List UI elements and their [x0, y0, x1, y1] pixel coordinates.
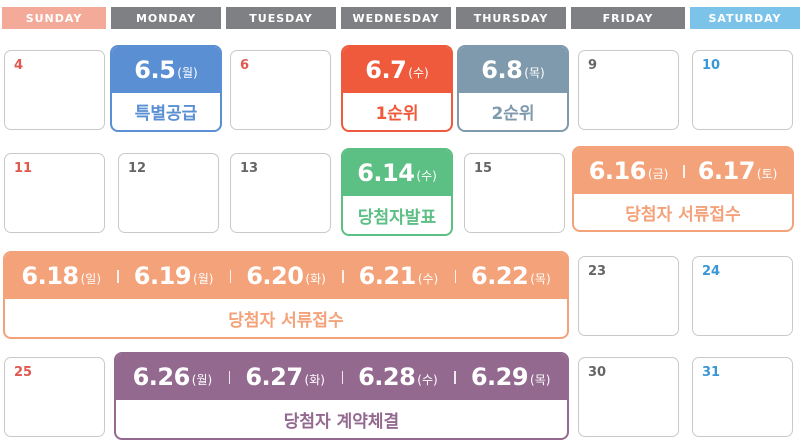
day-cell-9[interactable]: 9	[578, 50, 679, 130]
date-text: 6.27	[245, 363, 303, 391]
day-cell-13[interactable]: 13	[230, 153, 331, 233]
event-document-submission-2[interactable]: 6.18 (일) 6.19 (월) 6.20 (화) 6.21 (수) 6.22 (목) …	[3, 251, 569, 339]
day-number: 25	[14, 365, 33, 380]
date-text: 6.29	[470, 363, 529, 391]
date-text: 6.17	[697, 157, 756, 185]
day-number: 30	[588, 365, 607, 380]
event-date: 6.20 (화)	[229, 253, 342, 299]
weekday-text: (수)	[408, 66, 429, 80]
event-date: 6.26 (월)	[116, 354, 229, 400]
weekday-text: (수)	[417, 373, 438, 387]
event-date: 6.17 (토)	[683, 148, 792, 194]
weekday-text: (목)	[530, 272, 551, 286]
event-date: 6.5 (월)	[112, 47, 220, 93]
weekday-text: (일)	[80, 272, 102, 286]
event-date: 6.29 (목)	[454, 354, 567, 400]
event-contract-signing[interactable]: 6.26 (월) 6.27 (화) 6.28 (수) 6.29 (목) 당첨자 계약체결	[114, 352, 569, 440]
weekday-text: (목)	[530, 373, 551, 387]
header-wednesday: WEDNESDAY	[341, 7, 451, 29]
date-text: 6.20	[246, 262, 304, 290]
date-text: 6.19	[133, 262, 192, 290]
event-date: 6.18 (일)	[5, 253, 117, 299]
event-label: 당첨자 서류접수	[228, 310, 344, 331]
date-text: 6.5	[134, 56, 176, 84]
date-text: 6.28	[358, 363, 416, 391]
date-text: 6.16	[588, 157, 647, 185]
day-number: 6	[240, 58, 250, 73]
date-text: 6.8	[481, 56, 523, 84]
event-date-bar: 6.26 (월) 6.27 (화) 6.28 (수) 6.29 (목)	[116, 354, 567, 400]
event-date: 6.28 (수)	[341, 354, 455, 400]
event-date-bar: 6.8 (목)	[459, 47, 567, 93]
event-date: 6.16 (금)	[574, 148, 683, 194]
event-date-bar: 6.7 (수)	[343, 47, 451, 93]
header-thursday: THURSDAY	[456, 7, 566, 29]
day-cell-4[interactable]: 4	[4, 50, 105, 130]
event-winner-announcement[interactable]: 6.14 (수) 당첨자발표	[341, 148, 453, 236]
weekday-text: (월)	[191, 373, 213, 387]
event-label: 특별공급	[134, 104, 198, 124]
day-number: 12	[128, 161, 147, 176]
event-date: 6.19 (월)	[117, 253, 229, 299]
event-date-bar: 6.16 (금) 6.17 (토)	[574, 148, 792, 194]
date-text: 6.7	[365, 56, 407, 84]
event-label: 1순위	[375, 104, 419, 124]
event-second-priority[interactable]: 6.8 (목) 2순위	[457, 45, 569, 132]
header-sunday: SUNDAY	[2, 7, 106, 29]
event-date: 6.21 (수)	[342, 253, 454, 299]
event-date: 6.27 (화)	[228, 354, 342, 400]
event-label: 당첨자 서류접수	[625, 204, 741, 225]
date-text: 6.21	[358, 262, 417, 290]
event-document-submission-1[interactable]: 6.16 (금) 6.17 (토) 당첨자 서류접수	[572, 146, 794, 232]
event-date: 6.8 (목)	[459, 47, 567, 93]
day-number: 10	[702, 58, 721, 73]
day-cell-30[interactable]: 30	[578, 357, 679, 437]
day-cell-31[interactable]: 31	[692, 357, 793, 437]
day-number: 31	[702, 365, 721, 380]
header-friday: FRIDAY	[571, 7, 685, 29]
date-text: 6.26	[132, 363, 191, 391]
day-cell-23[interactable]: 23	[578, 256, 679, 336]
weekday-text: (화)	[305, 272, 326, 286]
header-tuesday: TUESDAY	[226, 7, 336, 29]
event-date: 6.7 (수)	[343, 47, 451, 93]
event-special-supply[interactable]: 6.5 (월) 특별공급	[110, 45, 222, 132]
day-number: 13	[240, 161, 259, 176]
event-date-bar: 6.5 (월)	[112, 47, 220, 93]
day-number: 15	[474, 161, 493, 176]
day-cell-11[interactable]: 11	[4, 153, 105, 233]
day-number: 11	[14, 161, 33, 176]
day-cell-6[interactable]: 6	[230, 50, 331, 130]
weekday-text: (금)	[647, 167, 669, 181]
event-label: 당첨자발표	[357, 207, 437, 228]
header-monday: MONDAY	[111, 7, 221, 29]
date-text: 6.14	[357, 159, 415, 187]
weekday-text: (월)	[177, 66, 198, 80]
event-label: 당첨자 계약체결	[283, 411, 400, 432]
day-number: 9	[588, 58, 598, 73]
weekday-text: (월)	[193, 272, 214, 286]
header-saturday: SATURDAY	[690, 7, 800, 29]
weekday-text: (수)	[416, 169, 437, 183]
weekday-text: (목)	[524, 66, 545, 80]
event-date: 6.14 (수)	[343, 150, 451, 196]
day-cell-12[interactable]: 12	[118, 153, 219, 233]
day-cell-25[interactable]: 25	[4, 357, 105, 437]
date-text: 6.18	[21, 262, 79, 290]
event-date: 6.22 (목)	[454, 253, 567, 299]
weekday-text: (화)	[304, 373, 325, 387]
day-cell-10[interactable]: 10	[692, 50, 793, 130]
day-cell-24[interactable]: 24	[692, 256, 793, 336]
weekday-text: (수)	[417, 272, 439, 286]
weekday-text: (토)	[756, 167, 778, 181]
day-cell-15[interactable]: 15	[464, 153, 565, 233]
day-number: 24	[702, 264, 721, 279]
day-number: 23	[588, 264, 607, 279]
event-date-bar: 6.14 (수)	[343, 150, 451, 196]
date-text: 6.22	[471, 262, 529, 290]
event-first-priority[interactable]: 6.7 (수) 1순위	[341, 45, 453, 132]
day-number: 4	[14, 58, 24, 73]
event-label: 2순위	[491, 104, 535, 124]
event-date-bar: 6.18 (일) 6.19 (월) 6.20 (화) 6.21 (수) 6.22 (목)	[5, 253, 567, 299]
